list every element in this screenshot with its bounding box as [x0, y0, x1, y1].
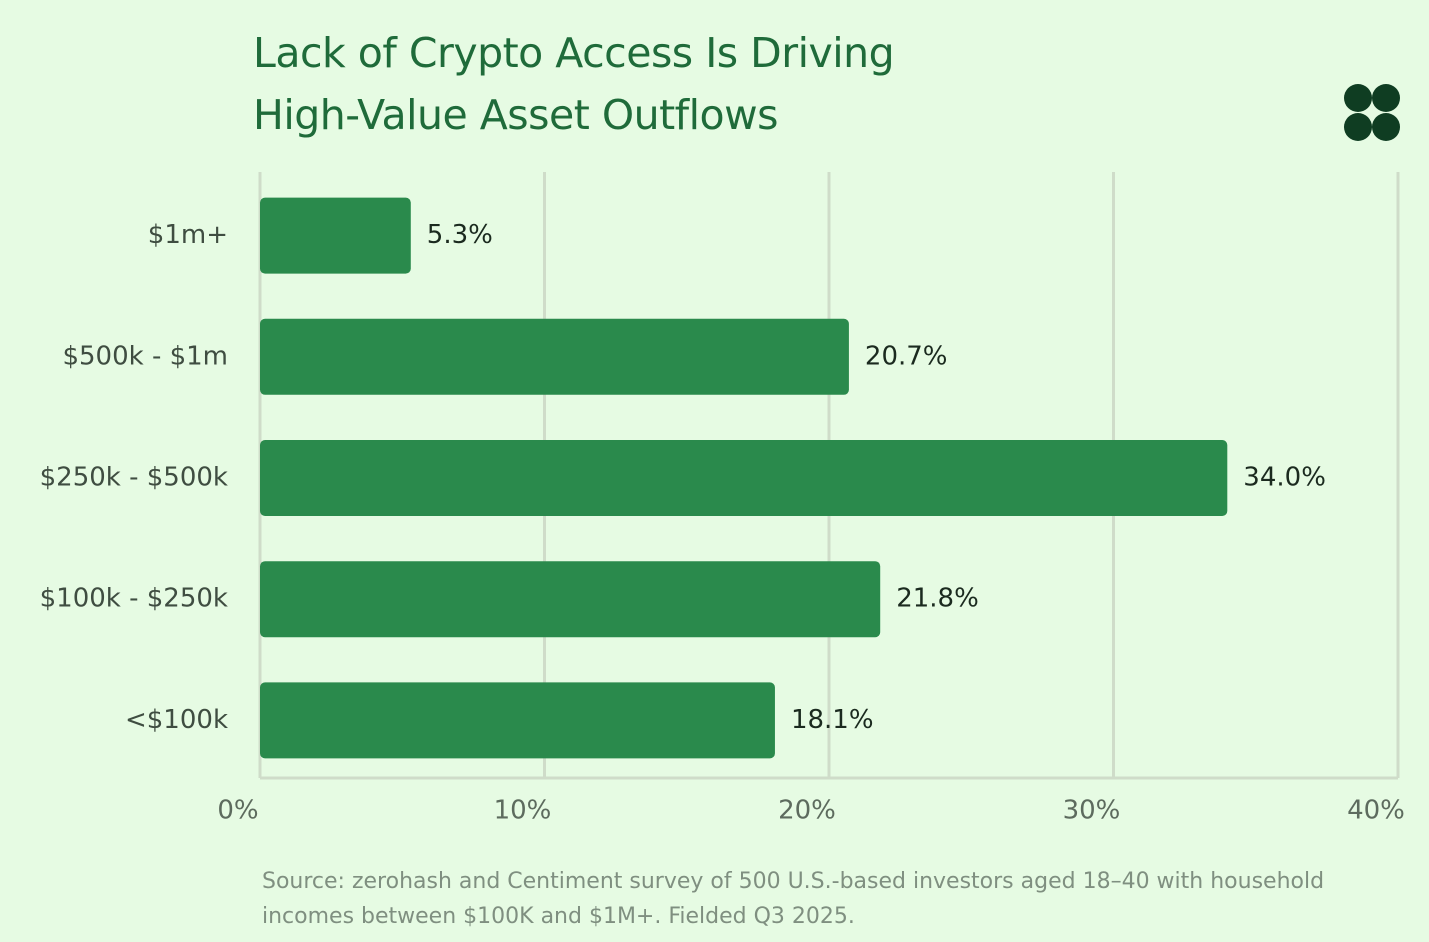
- value-label: 18.1%: [791, 705, 874, 735]
- plot: 0% 10% 20% 30% 40% $1m+ 5.3% $500k - $1m 20.7% $2…: [40, 172, 1405, 826]
- x-tick-label: 20%: [778, 796, 836, 826]
- logo: [1344, 84, 1400, 141]
- value-label: 5.3%: [427, 220, 493, 250]
- value-label: 20.7%: [865, 341, 948, 371]
- bar: [260, 561, 881, 638]
- value-label: 34.0%: [1243, 463, 1326, 493]
- y-tick-label: $250k - $500k: [40, 463, 228, 493]
- x-tick-label: 30%: [1063, 796, 1121, 826]
- x-tick-label: 10%: [494, 796, 552, 826]
- source-note: Source: zerohash and Centiment survey of…: [262, 869, 1325, 929]
- y-tick-label: $1m+: [148, 220, 228, 250]
- x-tick-label: 0%: [217, 796, 258, 826]
- x-tick-label: 40%: [1347, 796, 1405, 826]
- y-tick-label: <$100k: [125, 705, 228, 735]
- chart-title: Lack of Crypto Access Is Driving High-Va…: [253, 29, 895, 139]
- bar: [260, 197, 411, 274]
- value-label: 21.8%: [896, 584, 979, 614]
- bar: [260, 682, 775, 759]
- y-tick-label: $500k - $1m: [62, 341, 228, 371]
- y-tick-label: $100k - $250k: [40, 584, 228, 614]
- bar: [260, 440, 1228, 516]
- bar: [260, 318, 849, 395]
